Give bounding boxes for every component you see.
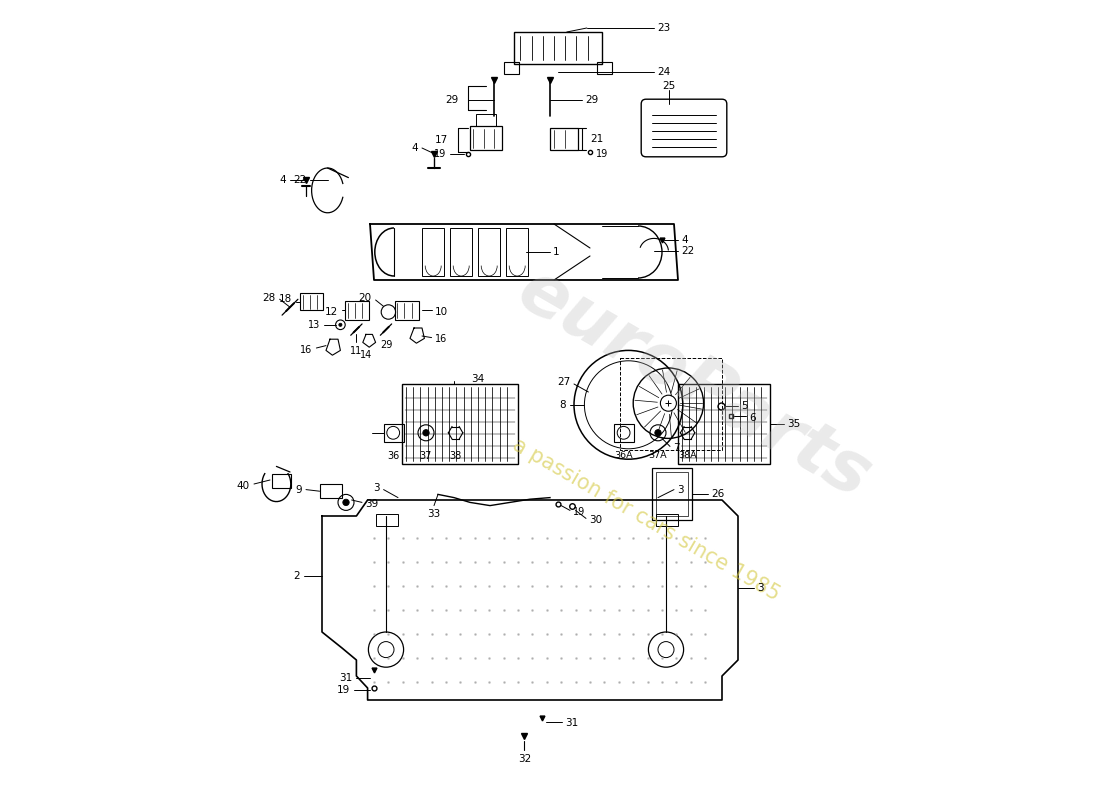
Text: a passion for cars since 1985: a passion for cars since 1985 <box>509 435 783 605</box>
Bar <box>678 384 770 464</box>
Bar <box>614 424 634 442</box>
Bar <box>320 484 342 498</box>
Bar <box>402 384 518 464</box>
Bar <box>478 228 500 276</box>
Text: 29: 29 <box>444 95 458 105</box>
Text: 32: 32 <box>518 754 531 763</box>
Text: 6: 6 <box>749 413 756 422</box>
Bar <box>450 228 472 276</box>
Text: 35: 35 <box>786 419 800 429</box>
Circle shape <box>343 499 349 506</box>
Bar <box>597 62 612 74</box>
Bar <box>652 468 692 520</box>
Text: 31: 31 <box>339 674 352 683</box>
Text: 30: 30 <box>590 515 603 525</box>
Text: 29: 29 <box>379 340 393 350</box>
Text: euroParts: euroParts <box>505 255 882 513</box>
Bar <box>272 474 290 488</box>
Text: 4: 4 <box>279 175 286 185</box>
Circle shape <box>654 430 661 436</box>
Text: 24: 24 <box>657 67 671 77</box>
Bar <box>657 472 689 516</box>
Text: 19: 19 <box>433 149 446 158</box>
Text: 4: 4 <box>681 235 688 245</box>
Text: 40: 40 <box>236 481 250 490</box>
Bar <box>470 126 502 150</box>
Text: 19: 19 <box>596 149 608 158</box>
Text: 19: 19 <box>573 507 585 517</box>
Text: 9: 9 <box>296 485 303 494</box>
Text: 29: 29 <box>585 95 598 105</box>
Bar <box>550 128 578 150</box>
Text: 1: 1 <box>553 247 560 257</box>
Text: 11: 11 <box>350 346 363 355</box>
Text: 38: 38 <box>450 451 462 461</box>
Text: 22: 22 <box>294 175 307 185</box>
Text: 38A: 38A <box>679 451 697 460</box>
Circle shape <box>660 395 676 411</box>
Text: 37: 37 <box>420 451 432 461</box>
Circle shape <box>339 323 342 326</box>
Text: 39: 39 <box>365 499 378 509</box>
Bar <box>384 424 404 442</box>
Text: 34: 34 <box>472 374 485 384</box>
Bar <box>395 301 419 320</box>
Text: 33: 33 <box>428 509 441 519</box>
Bar <box>506 228 528 276</box>
Text: 3: 3 <box>373 483 380 493</box>
Text: 12: 12 <box>324 307 338 317</box>
Text: 4: 4 <box>411 143 418 153</box>
Bar <box>345 301 370 320</box>
Text: 16: 16 <box>300 345 312 354</box>
Bar <box>422 228 444 276</box>
Bar <box>514 32 602 64</box>
Text: 8: 8 <box>560 400 566 410</box>
Text: 5: 5 <box>741 402 748 411</box>
Text: 22: 22 <box>681 246 694 256</box>
Bar <box>375 514 398 526</box>
Text: 23: 23 <box>657 23 671 33</box>
Text: 21: 21 <box>590 134 603 144</box>
Text: 16: 16 <box>434 334 447 344</box>
Text: 28: 28 <box>263 293 276 302</box>
Text: 17: 17 <box>434 135 448 145</box>
Text: 3: 3 <box>757 583 763 593</box>
Text: 13: 13 <box>308 320 320 330</box>
Text: 19: 19 <box>337 685 350 694</box>
Text: 31: 31 <box>565 718 579 728</box>
Bar <box>476 114 496 126</box>
Circle shape <box>422 430 429 436</box>
Bar <box>505 62 519 74</box>
Text: 25: 25 <box>662 82 675 91</box>
Text: 36A: 36A <box>614 451 632 460</box>
Text: 7: 7 <box>673 443 680 453</box>
Text: 18: 18 <box>279 294 293 304</box>
Bar <box>656 514 678 526</box>
Text: 3: 3 <box>678 485 684 494</box>
Text: 36: 36 <box>387 451 399 461</box>
Bar <box>300 293 322 310</box>
Text: 10: 10 <box>434 307 448 317</box>
Text: 37A: 37A <box>649 451 668 460</box>
Text: 20: 20 <box>359 294 372 303</box>
Text: 26: 26 <box>712 489 725 498</box>
Text: 14: 14 <box>360 350 372 360</box>
Text: 2: 2 <box>293 571 299 581</box>
Text: 27: 27 <box>557 378 570 387</box>
